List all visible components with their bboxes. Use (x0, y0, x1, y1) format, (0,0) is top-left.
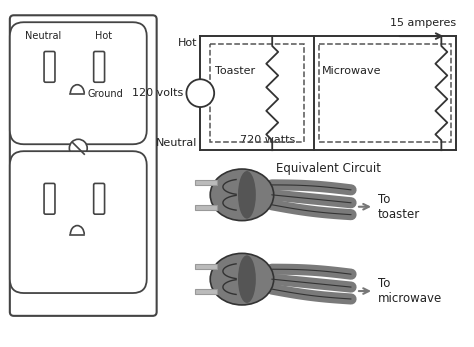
Text: Neutral: Neutral (156, 138, 197, 148)
FancyBboxPatch shape (44, 184, 55, 214)
FancyBboxPatch shape (10, 15, 156, 316)
Text: To
microwave: To microwave (378, 277, 442, 305)
Text: Neutral: Neutral (26, 31, 62, 41)
Ellipse shape (238, 171, 256, 219)
Polygon shape (195, 205, 217, 210)
Polygon shape (195, 289, 217, 294)
FancyBboxPatch shape (44, 51, 55, 82)
Text: Equivalent Circuit: Equivalent Circuit (276, 162, 381, 175)
Text: Microwave: Microwave (322, 66, 382, 76)
FancyBboxPatch shape (94, 51, 105, 82)
Text: Ground: Ground (87, 88, 123, 99)
Ellipse shape (238, 255, 256, 303)
Text: Hot: Hot (94, 31, 112, 41)
Text: Hot: Hot (178, 38, 197, 48)
Ellipse shape (210, 253, 273, 305)
Text: Toaster: Toaster (215, 66, 255, 76)
Circle shape (69, 139, 87, 157)
FancyBboxPatch shape (10, 22, 147, 144)
Text: To
toaster: To toaster (378, 193, 420, 221)
FancyBboxPatch shape (94, 184, 105, 214)
Text: 120 volts: 120 volts (132, 88, 183, 98)
FancyBboxPatch shape (10, 151, 147, 293)
Ellipse shape (210, 169, 273, 221)
Polygon shape (195, 264, 217, 269)
Polygon shape (195, 180, 217, 185)
Text: 720 watts: 720 watts (240, 135, 295, 145)
Circle shape (186, 79, 214, 107)
Text: 15 amperes: 15 amperes (390, 18, 456, 28)
